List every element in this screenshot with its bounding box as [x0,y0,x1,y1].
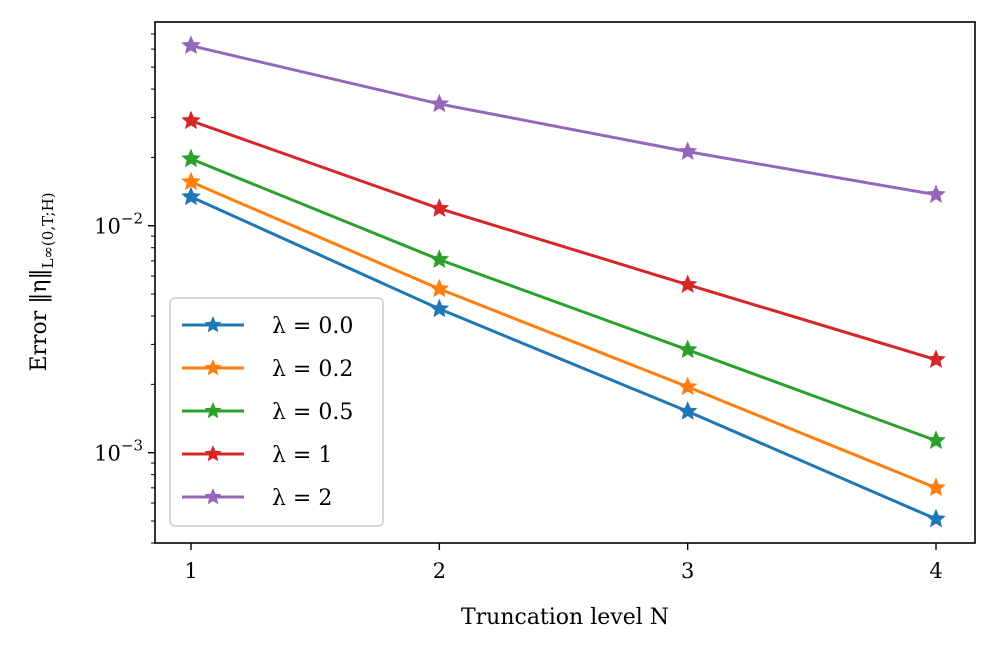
data-point [429,278,450,298]
data-point [181,171,201,191]
data-point [677,339,698,359]
x-tick-label: 2 [433,559,446,583]
y-tick-label: 10−2 [94,210,143,239]
data-point [181,35,201,55]
data-point [677,376,698,396]
legend: λ = 0.0 λ = 0.2 λ = 0.5 λ = 1 λ = 2 [169,297,384,527]
legend-label: λ = 1 [272,443,332,468]
series-line [190,44,937,197]
legend-box [169,297,384,527]
data-point [181,186,201,206]
series-line [190,119,937,362]
data-point [429,298,450,318]
legend-entry: λ = 0.2 [182,357,353,382]
data-point [926,430,946,449]
legend-label: λ = 0.0 [272,314,353,339]
series-2 [181,148,946,449]
legend-entry: λ = 1 [182,443,332,468]
x-tick-label: 3 [681,559,694,583]
data-point [429,93,450,113]
series-line [190,195,937,521]
data-point [429,249,450,268]
legend-entry: λ = 2 [182,486,332,511]
series-3 [181,110,946,368]
series-line [190,157,937,443]
series-0 [181,186,946,528]
legend-marker [204,488,222,505]
data-point [677,141,698,160]
data-point [926,349,946,368]
x-tick-label: 1 [184,559,197,583]
data-point [181,110,201,130]
y-tick-label: 10−3 [94,437,143,466]
data-point [926,508,946,528]
legend-marker [204,316,222,333]
data-point [926,184,946,204]
data-point [181,148,201,168]
legend-marker [204,445,222,462]
legend-entry: λ = 0.0 [182,314,353,339]
plot-marks [181,35,946,528]
series-4 [181,35,946,204]
data-point [677,274,698,293]
x-tick-label: 4 [929,559,942,583]
legend-label: λ = 0.5 [272,400,353,425]
legend-entry: λ = 0.5 [182,400,353,425]
legend-marker [204,402,222,419]
x-axis-label: Truncation level N [461,605,669,630]
data-point [926,477,946,497]
axes: 1 2 3 4 10−3 10−2 [94,33,943,583]
y-axis-label: Error ‖η‖L∞(0,T;H) [27,192,57,371]
data-point [429,198,450,217]
data-point [677,401,698,420]
legend-marker [204,359,222,376]
series-line [190,180,937,490]
plot-frame [154,21,976,544]
series-1 [181,171,946,497]
legend-label: λ = 0.2 [272,357,353,382]
legend-label: λ = 2 [272,486,332,511]
